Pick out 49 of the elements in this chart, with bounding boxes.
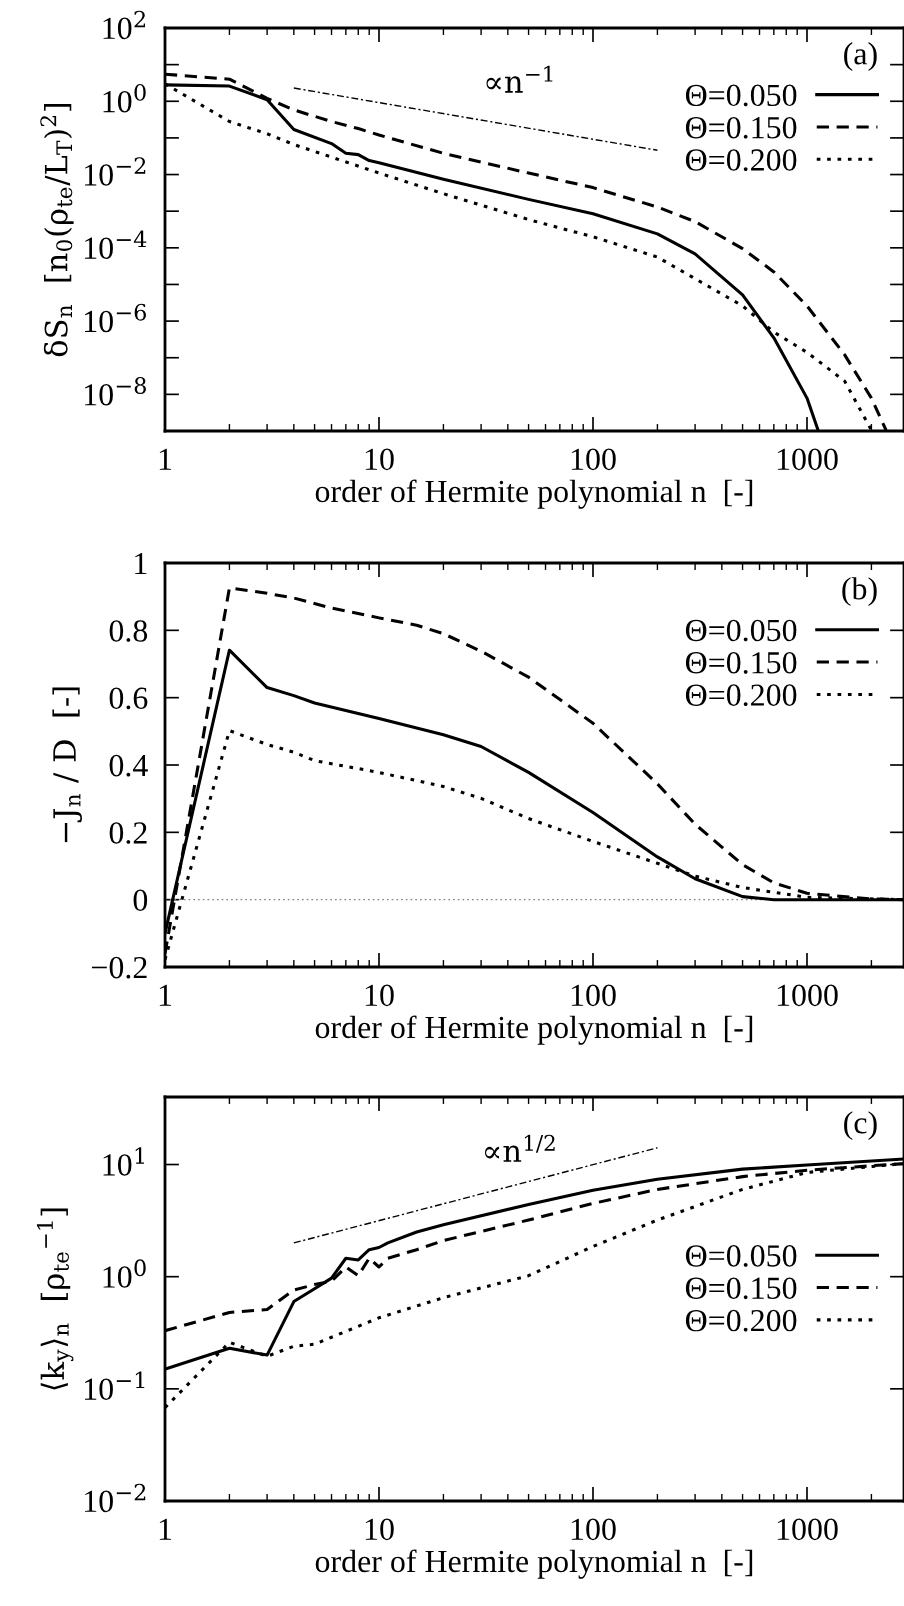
legend-label: Θ=0.200 [685, 684, 797, 707]
y-tick-label: 10$^{−8}$ [85, 377, 146, 406]
x-tick-label: 1000 [777, 984, 838, 1007]
y-tick-label: 0.4 [109, 754, 148, 777]
y-tick-label: 10$^{−4}$ [85, 230, 147, 259]
x-tick-label: 10 [365, 448, 394, 471]
text: δS$_{n}$ [n$_{0}$(ρ$_{te}$/L$_{T}$)$^{2}$] [40, 103, 74, 357]
legend-label: Θ=0.200 [685, 149, 797, 171]
y-axis-title: ⟨k$_{y}$⟩$_{n}$ [ρ$_{te}$$^{−1}$] [36, 1208, 74, 1390]
y-tick-label: 10$^{−6}$ [85, 303, 146, 333]
x-axis-title: order of Hermite polynomial n [-] [315, 479, 753, 509]
x-tick-label: 1 [159, 1518, 172, 1540]
annotation: (a) [844, 42, 877, 72]
y-tick-label: 0.2 [109, 822, 147, 844]
y-tick-label: 10$^{1}$ [103, 1147, 145, 1176]
y-tick-label: 10$^{−2}$ [85, 157, 146, 186]
x-axis-title: order of Hermite polynomial n [-] [315, 1549, 753, 1579]
legend-label: Θ=0.200 [685, 1309, 797, 1332]
annotation: (c) [844, 1111, 877, 1141]
y-tick-label: 1 [135, 552, 147, 575]
annotation: (b) [842, 577, 877, 607]
legend-label: Θ=0.150 [685, 1277, 797, 1300]
y-axis-title: −J$_{n}$ / D [-] [52, 687, 82, 843]
y-tick-label: 10$^{−2}$ [85, 1483, 146, 1513]
y-tick-label: −0.2 [91, 956, 147, 979]
legend-label: Θ=0.050 [685, 1245, 797, 1267]
x-axis-title: order of Hermite polynomial n [-] [315, 1015, 753, 1045]
legend-label: Θ=0.050 [685, 84, 797, 107]
x-tick-label: 1 [159, 448, 172, 470]
y-tick-label: 0 [133, 889, 148, 912]
annotation: ∝n$^{1/2}$ [484, 1134, 555, 1162]
x-tick-label: 1000 [777, 1518, 838, 1541]
y-tick-label: 10$^{0}$ [103, 1259, 146, 1288]
legend-label: Θ=0.150 [685, 116, 797, 139]
x-tick-label: 10 [365, 1518, 394, 1541]
x-tick-label: 1000 [777, 448, 838, 471]
legend-label: Θ=0.050 [685, 619, 797, 642]
x-tick-label: 10 [365, 984, 394, 1007]
y-tick-label: 10$^{0}$ [103, 83, 146, 113]
x-tick-label: 1 [159, 984, 172, 1006]
x-tick-label: 100 [571, 1518, 616, 1541]
x-tick-label: 100 [571, 984, 616, 1007]
annotation: ∝n$^{−1}$ [486, 65, 553, 93]
y-tick-label: 10$^{−1}$ [85, 1371, 145, 1401]
legend-label: Θ=0.150 [685, 652, 797, 674]
y-tick-label: 10$^{2}$ [103, 10, 145, 40]
x-tick-label: 100 [571, 448, 616, 471]
y-tick-label: 0.8 [109, 620, 148, 642]
y-tick-label: 0.6 [109, 687, 148, 710]
